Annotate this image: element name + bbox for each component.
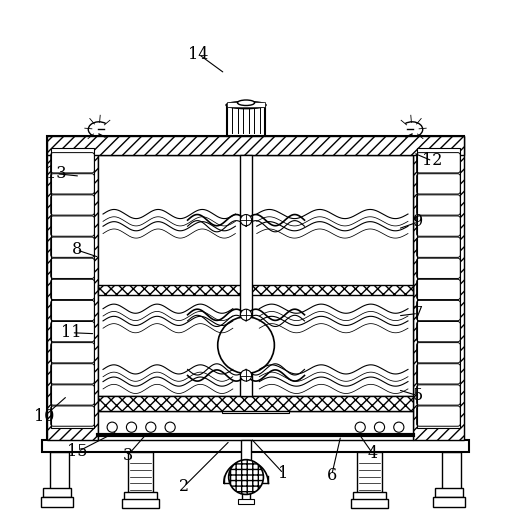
Ellipse shape (238, 100, 254, 106)
Text: 10: 10 (34, 407, 55, 424)
Bar (357, 452, 382, 493)
Bar (43, 488, 71, 497)
Bar (227, 105, 265, 135)
Bar (435, 488, 463, 497)
Circle shape (241, 370, 251, 381)
Text: 9: 9 (413, 213, 423, 230)
Ellipse shape (226, 101, 266, 109)
Bar (351, 500, 388, 508)
Text: 14: 14 (189, 46, 209, 63)
Bar (417, 148, 460, 428)
Bar (42, 440, 469, 452)
Text: 1: 1 (278, 465, 289, 482)
Bar (98, 396, 413, 411)
Circle shape (241, 309, 251, 320)
Text: 6: 6 (327, 467, 337, 484)
Bar (51, 148, 94, 428)
Bar (413, 135, 464, 440)
Bar (238, 500, 254, 505)
Bar (98, 285, 413, 295)
Text: 3: 3 (122, 447, 132, 464)
Bar (47, 135, 464, 440)
Circle shape (126, 422, 136, 432)
Text: 15: 15 (67, 443, 88, 460)
Text: 7: 7 (413, 305, 423, 322)
Bar (124, 492, 157, 501)
Bar (227, 102, 265, 107)
Bar (47, 135, 464, 155)
Circle shape (394, 422, 404, 432)
Circle shape (165, 422, 175, 432)
Text: 13: 13 (46, 165, 66, 182)
Bar (241, 440, 251, 461)
Bar (122, 500, 159, 508)
Circle shape (241, 215, 251, 226)
Bar (128, 452, 153, 493)
Bar (241, 155, 251, 396)
Bar (242, 483, 250, 503)
Bar (222, 407, 289, 413)
Bar (433, 497, 465, 507)
Text: 8: 8 (72, 242, 82, 259)
Bar (98, 411, 413, 440)
Text: 2: 2 (179, 478, 190, 495)
Bar (442, 452, 461, 490)
Text: 11: 11 (61, 324, 82, 341)
Text: 12: 12 (422, 152, 443, 169)
Bar (41, 497, 73, 507)
Text: 5: 5 (413, 387, 423, 404)
Circle shape (107, 422, 117, 432)
Text: 4: 4 (367, 444, 378, 461)
Circle shape (355, 422, 365, 432)
Circle shape (146, 422, 156, 432)
Bar (353, 492, 386, 501)
Circle shape (375, 422, 385, 432)
Circle shape (218, 317, 274, 373)
Bar (98, 155, 413, 396)
Bar (50, 452, 69, 490)
Bar (47, 135, 98, 440)
Circle shape (228, 460, 264, 494)
